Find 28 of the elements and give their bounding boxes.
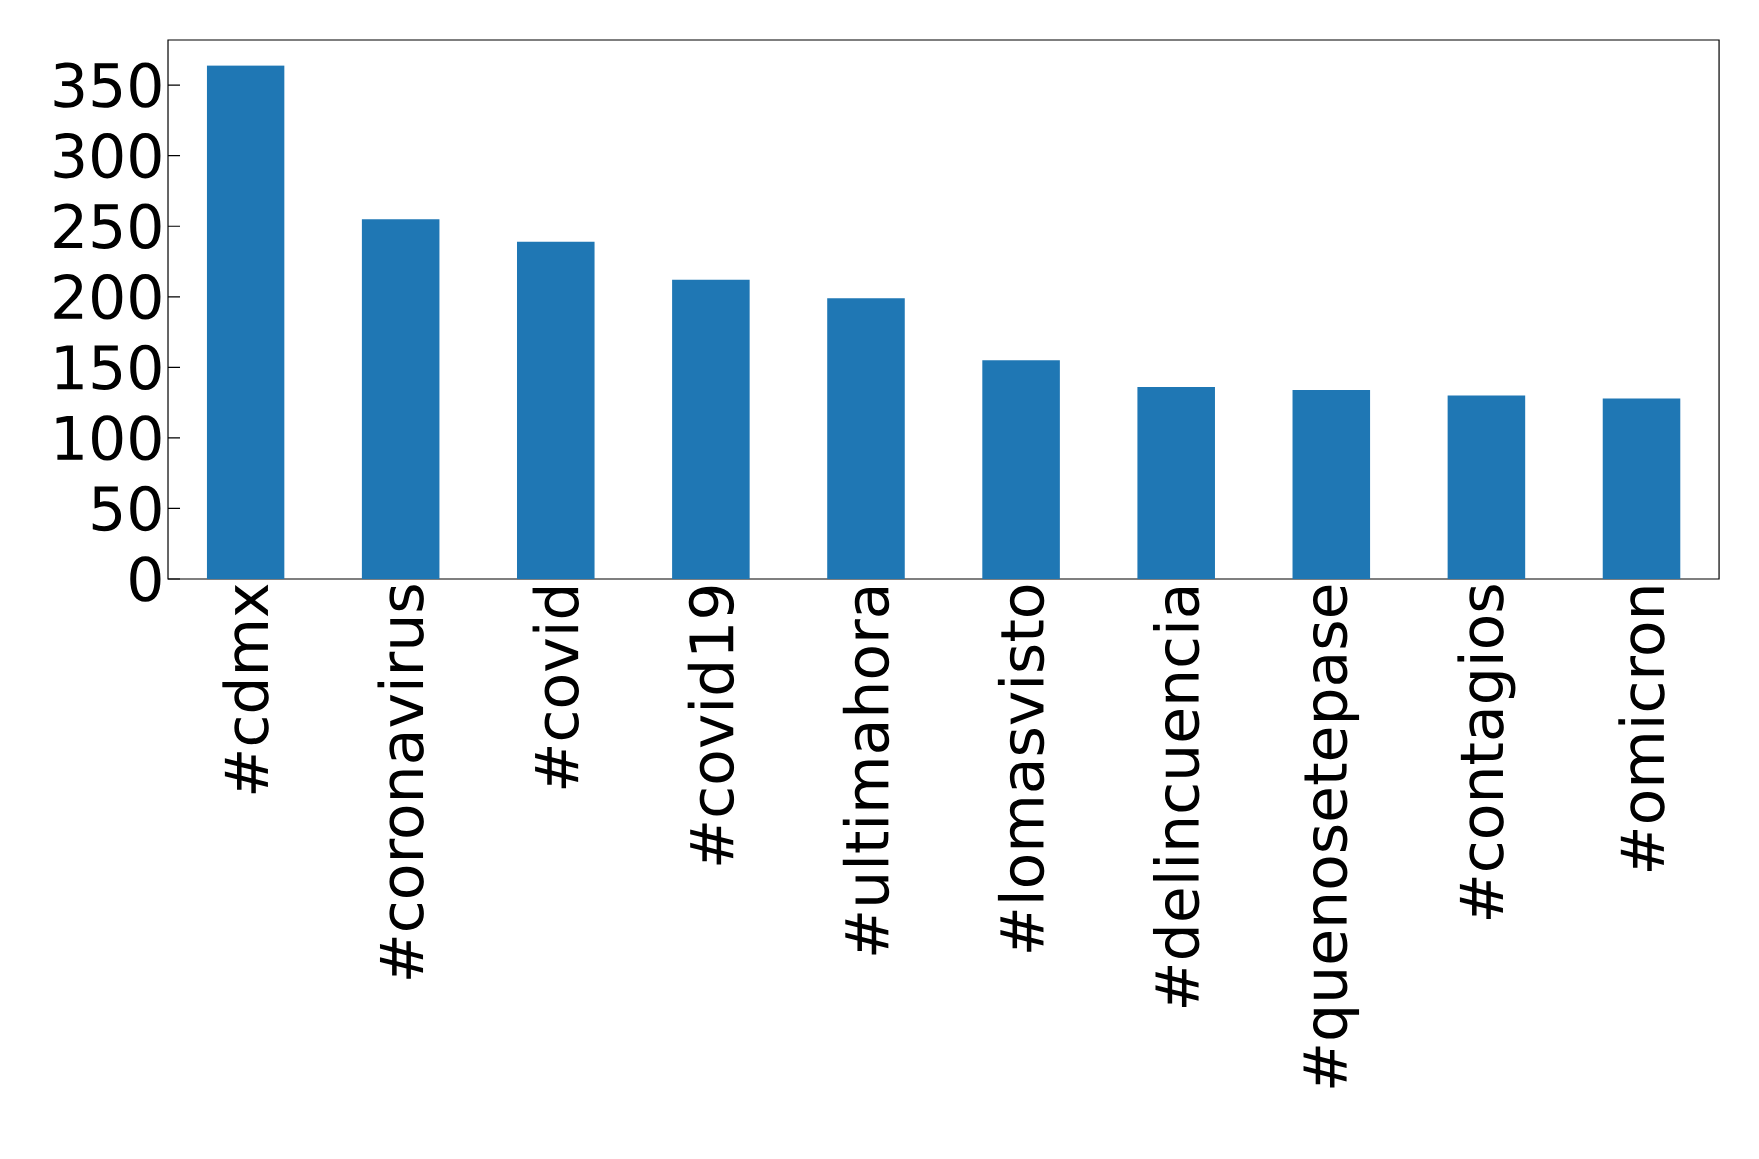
y-tick-label: 0 (130, 556, 161, 602)
x-tick-label: #cdmx (222, 584, 269, 794)
x-tick-label: #quenosetepase (1303, 585, 1360, 1088)
bar (361, 219, 440, 579)
bar (982, 360, 1060, 579)
bar (1137, 387, 1215, 579)
y-tick-label: 150 (56, 344, 161, 391)
x-tick-label: #lomasvisto (997, 585, 1045, 952)
y-tick-label: 50 (92, 485, 161, 532)
x-tick-label: #contagios (1457, 585, 1516, 919)
bar (517, 241, 595, 579)
x-tick-label: #covid19 (687, 586, 735, 865)
x-tick-label: #coronavirus (377, 585, 424, 979)
bar (827, 298, 905, 579)
y-tick-label: 300 (54, 132, 161, 179)
y-tick-label: 250 (54, 203, 161, 249)
bar (1447, 395, 1526, 579)
x-tick-label: #delincuencia (1152, 587, 1200, 1007)
bar (1292, 389, 1371, 579)
bar (672, 279, 750, 579)
bar (1602, 398, 1681, 579)
x-tick-label: #omicron (1618, 587, 1665, 872)
y-tick-label: 100 (56, 415, 161, 461)
y-tick-label: 350 (54, 62, 161, 108)
x-tick-label: #covid (532, 587, 579, 789)
bar (206, 65, 285, 579)
x-tick-label: #ultimahora (842, 587, 890, 955)
y-tick-label: 200 (54, 274, 161, 320)
